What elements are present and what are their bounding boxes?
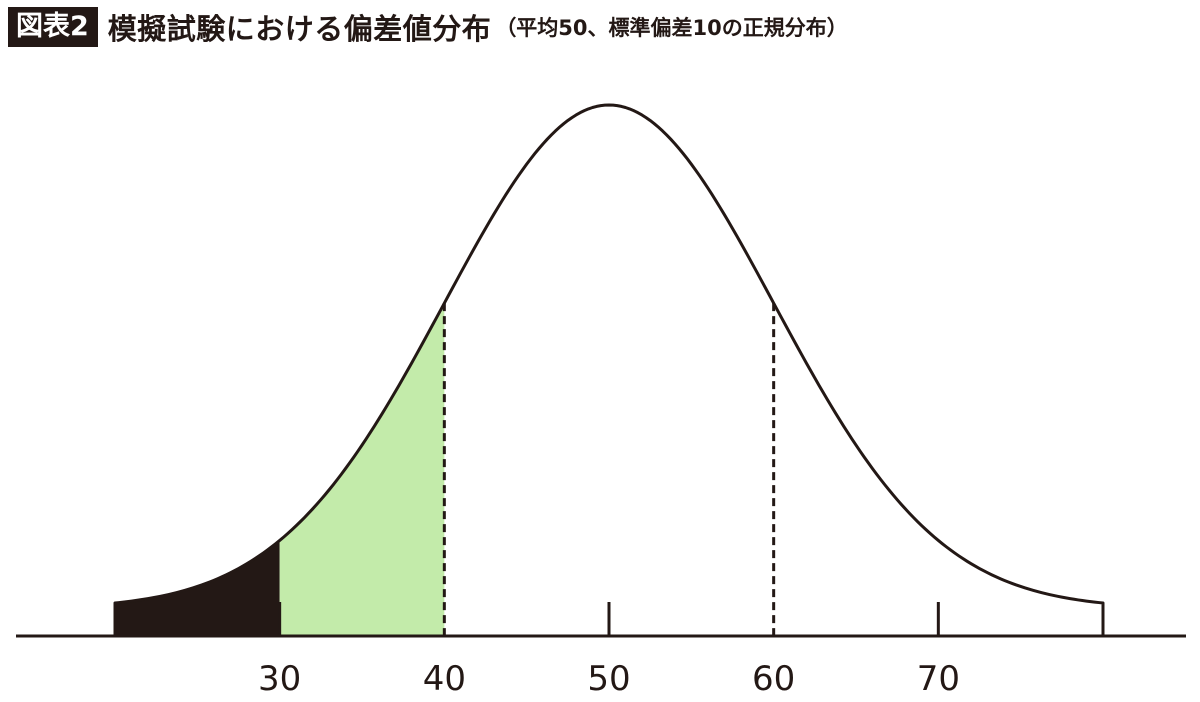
chart-title: 模擬試験における偏差値分布	[107, 12, 492, 46]
chart-subtitle: （平均50、標準偏差10の正規分布）	[495, 16, 848, 40]
curve-layer	[113, 103, 1105, 636]
shaded-region-30-40	[279, 303, 445, 636]
chart-header: 図表2 模擬試験における偏差値分布 （平均50、標準偏差10の正規分布）	[8, 6, 848, 48]
reference-lines	[442, 303, 776, 636]
shaded-region-20-30	[115, 540, 280, 636]
tick-label-70: 70	[917, 659, 960, 699]
distribution-curve	[113, 103, 1105, 636]
shaded-regions	[115, 303, 445, 636]
tick-label-30: 30	[258, 659, 301, 699]
tick-label-60: 60	[752, 659, 795, 699]
tick-labels: 30 40 50 60 70	[258, 659, 960, 699]
x-axis	[16, 602, 1186, 638]
tick-label-40: 40	[423, 659, 466, 699]
tick-label-50: 50	[587, 659, 630, 699]
figure-number-tag: 図表2	[8, 7, 98, 47]
